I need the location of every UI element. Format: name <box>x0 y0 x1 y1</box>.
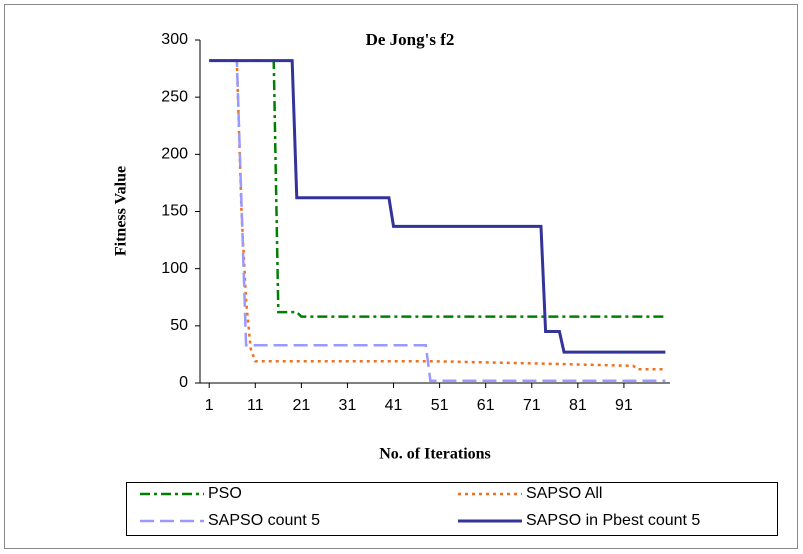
chart-title: De Jong's f2 <box>366 30 455 49</box>
series-line <box>209 59 666 354</box>
x-tick-label: 51 <box>431 397 449 414</box>
x-tick-label: 81 <box>569 397 587 414</box>
series-line <box>209 59 666 318</box>
y-tick-label: 0 <box>179 374 188 391</box>
legend-label: PSO <box>208 485 242 502</box>
x-tick-label: 91 <box>615 397 633 414</box>
y-tick-label: 150 <box>161 203 188 220</box>
y-tick-label: 250 <box>161 88 188 105</box>
legend-label: SAPSO All <box>526 485 602 502</box>
x-tick-label: 1 <box>205 397 214 414</box>
x-tick-label: 11 <box>247 397 264 414</box>
x-tick-label: 31 <box>339 397 357 414</box>
x-axis-label: No. of Iterations <box>379 446 491 463</box>
legend-label: SAPSO in Pbest count 5 <box>526 512 700 529</box>
x-tick-label: 71 <box>523 397 541 414</box>
legend-label: SAPSO count 5 <box>208 512 320 529</box>
x-tick-label: 61 <box>477 397 495 414</box>
y-tick-label: 100 <box>161 260 188 277</box>
y-tick-label: 50 <box>170 317 188 334</box>
y-axis-label: Fitness Value <box>113 166 130 256</box>
legend-box <box>126 482 778 536</box>
x-tick-label: 41 <box>385 397 403 414</box>
y-tick-label: 300 <box>161 31 188 48</box>
chart-frame <box>4 4 798 549</box>
x-tick-label: 21 <box>292 397 310 414</box>
y-tick-label: 200 <box>161 146 188 163</box>
